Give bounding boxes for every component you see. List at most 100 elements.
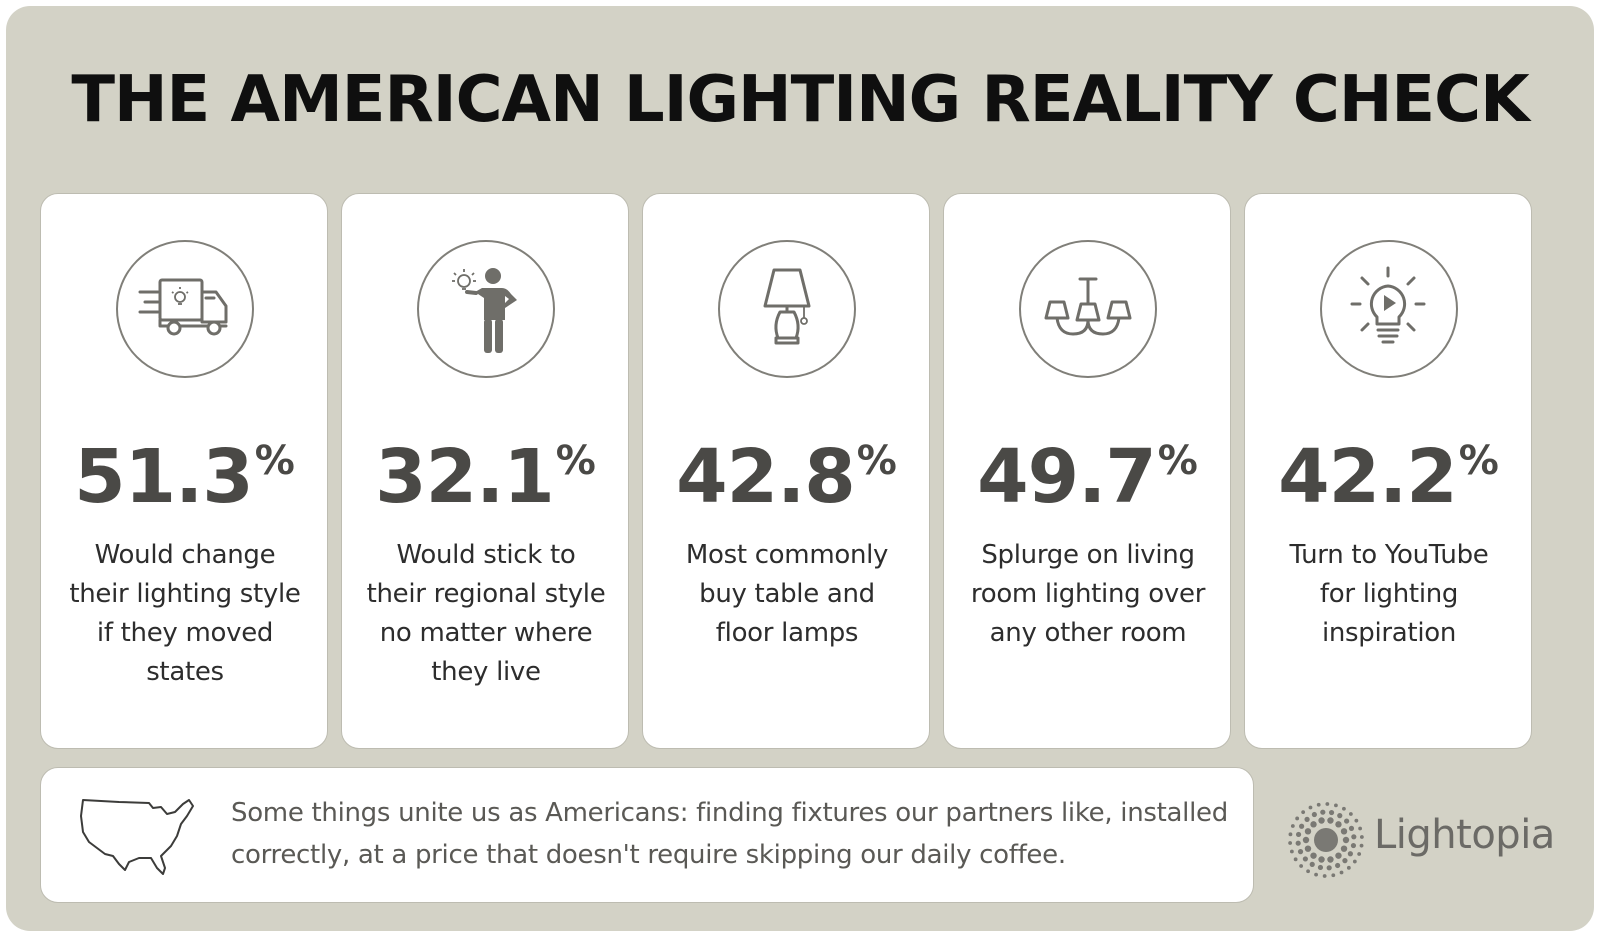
stat-value: 32.1% [342,416,628,522]
person-with-lightbulb-icon [452,268,517,353]
stat-card-living-room: 49.7% Splurge on living room lighting ov… [943,193,1231,749]
logo-dot [1328,809,1335,816]
stat-number: 51.3 [74,434,254,520]
stat-number: 32.1 [375,434,555,520]
chandelier-icon [1044,277,1132,336]
stat-card-youtube: 42.2% Turn to YouTube for lighting inspi… [1244,193,1532,749]
logo-dot [1344,818,1350,824]
logo-dot [1339,870,1344,875]
icon-circle [1320,240,1458,378]
logo-dot [1340,828,1348,835]
stat-value: 42.8% [643,416,929,522]
logo-dot [1320,809,1326,815]
brand-name: Lightopia [1374,812,1555,858]
stat-description: Most commonly buy table and floor lamps [685,540,889,648]
logo-dot [1289,849,1294,854]
logo-dot [1354,818,1359,823]
stat-description: Splurge on living room lighting over any… [970,540,1206,648]
stat-description: Would stick to their regional style no m… [366,540,606,687]
logo-dot [1326,865,1332,871]
stat-value: 51.3% [41,416,327,522]
stat-value: 42.2% [1245,416,1531,522]
logo-dot [1299,864,1304,868]
logo-dot [1342,836,1350,844]
logo-dot [1318,817,1325,824]
logo-dot [1327,817,1334,824]
logo-dot [1311,811,1317,818]
logo-dot [1318,856,1325,863]
usa-map-icon [80,799,194,875]
percent-sign: % [856,438,897,484]
stat-description: Turn to YouTube for lighting inspiration [1289,540,1489,648]
logo-dot [1351,834,1357,840]
logo-dot [1348,825,1355,831]
stat-number: 49.7 [977,434,1157,520]
table-lamp-icon [763,268,811,345]
logo-dot [1314,872,1318,877]
logo-dot [1337,813,1343,819]
logo-dot [1340,845,1348,852]
logo-dot [1342,806,1346,811]
logo-dot [1352,859,1357,864]
icon-circle [718,240,856,378]
logo-dot [1331,873,1336,878]
logo-dot [1288,841,1293,845]
percent-sign: % [254,438,295,484]
logo-dot [1308,805,1313,810]
logo-dot [1348,812,1353,816]
logo-dot [1304,828,1312,835]
percent-sign: % [555,438,596,484]
page-title: THE AMERICAN LIGHTING REALITY CHECK [71,63,1529,137]
stat-number: 42.8 [676,434,856,520]
stat-value: 49.7% [944,416,1230,522]
logo-dot [1346,865,1351,870]
logo-dot [1327,856,1334,863]
logo-dot [1310,852,1317,859]
stat-card-regional-style: 32.1% Would stick to their regional styl… [341,193,629,749]
delivery-truck-icon [138,278,228,336]
logo-dot [1306,869,1310,874]
logo-dot [1335,862,1341,869]
summary-box: Some things unite us as Americans: findi… [40,767,1254,903]
logo-dot [1302,836,1310,844]
icon-circle [116,240,254,378]
logo-dot [1325,802,1330,806]
logo-dot [1299,823,1305,829]
logo-dot [1322,874,1327,878]
logo-dot [1304,845,1312,852]
logo-dot [1302,856,1308,862]
logo-dot [1342,858,1348,864]
logo-dot [1357,852,1362,856]
logo-dot [1350,842,1357,849]
percent-sign: % [1458,438,1499,484]
logo-dot [1347,851,1353,857]
logo-dot [1317,864,1324,871]
percent-sign: % [1157,438,1198,484]
logo-dot [1310,821,1317,828]
stat-number: 42.2 [1278,434,1458,520]
logo-dot [1358,826,1363,831]
logo-dot [1297,849,1304,855]
stat-card-table-floor-lamps: 42.8% Most commonly buy table and floor … [642,193,930,749]
logo-dot [1359,843,1364,848]
logo-dot [1295,840,1301,846]
logo-dot [1293,857,1298,862]
lightbulb-play-icon [1350,266,1426,344]
logo-dot [1316,802,1321,807]
logo-dot [1288,832,1293,837]
summary-text: Some things unite us as Americans: findi… [231,798,1228,870]
logo-dot [1334,803,1338,808]
logo-dot [1290,824,1295,828]
logo-dot [1309,861,1315,867]
stat-card-moving-states: 51.3% Would change their lighting style … [40,193,328,749]
logo-dot [1335,852,1342,859]
logo-dot [1359,835,1364,839]
icon-circle [1019,240,1157,378]
lightopia-logo-icon [1288,802,1364,878]
stat-description: Would change their lighting style if the… [69,540,301,687]
logo-dot [1335,821,1342,828]
logo-dot [1295,816,1300,821]
brand-logo[interactable]: Lightopia [1284,798,1584,882]
logo-dot [1304,816,1310,822]
logo-dot [1295,831,1302,838]
